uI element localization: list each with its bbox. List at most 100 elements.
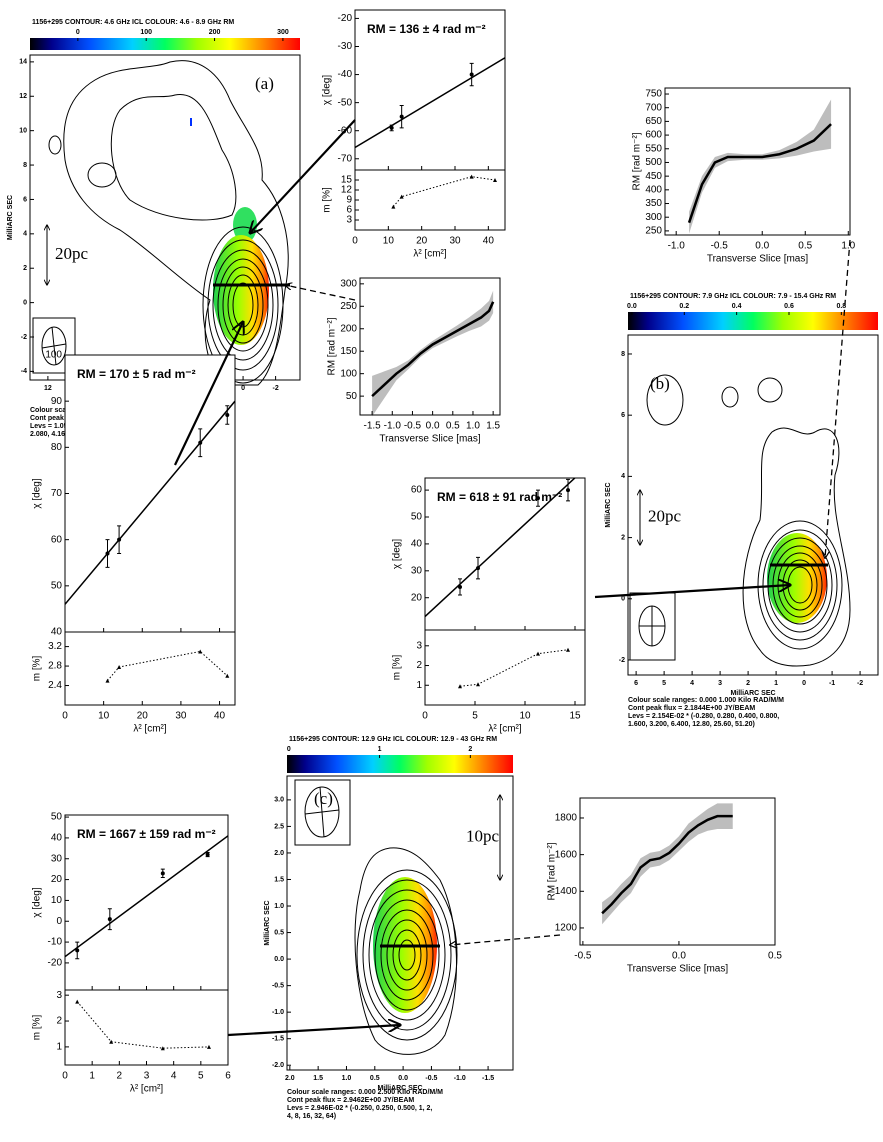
plot-frame bbox=[424, 629, 586, 706]
y-tick-label: 0 bbox=[56, 916, 62, 927]
x-tick-label: -2 bbox=[857, 680, 863, 687]
y-axis-label: m [%] bbox=[322, 187, 333, 213]
y-tick-label: 200 bbox=[340, 323, 357, 334]
y-axis-label: MilliARC SEC bbox=[264, 900, 271, 945]
y-tick-label: -0.5 bbox=[272, 982, 284, 989]
data-point bbox=[107, 917, 112, 922]
y-tick-label: 30 bbox=[51, 853, 63, 864]
plot-frame bbox=[664, 87, 851, 236]
rm-profile bbox=[687, 123, 832, 224]
y-tick-label: 70 bbox=[51, 488, 63, 499]
x-axis-label: Transverse Slice [mas] bbox=[627, 964, 729, 975]
colorbar-tick-label: 0 bbox=[287, 746, 291, 753]
caption-line: Levs = 2.946E-02 * (-0.250, 0.250, 0.500… bbox=[287, 1105, 432, 1112]
rm-profile bbox=[601, 814, 733, 915]
x-tick-label: 5 bbox=[472, 711, 478, 722]
y-axis-label: RM [rad m⁻²] bbox=[327, 317, 338, 375]
data-point bbox=[225, 413, 230, 418]
colorbar-tick-label: 0.4 bbox=[732, 303, 742, 310]
pointer-arrow bbox=[825, 239, 851, 558]
x-tick-label: 0.0 bbox=[426, 421, 440, 432]
data-point bbox=[105, 678, 110, 683]
contour bbox=[721, 386, 739, 408]
y-tick-label: 50 bbox=[346, 391, 358, 402]
y-tick-label: 500 bbox=[645, 157, 662, 168]
plot-bg bbox=[65, 990, 228, 1065]
y-tick-label: 0 bbox=[621, 596, 625, 603]
y-tick-label: -70 bbox=[338, 153, 353, 164]
y-tick-label: 12 bbox=[341, 185, 353, 196]
y-tick-label: 1200 bbox=[555, 923, 578, 934]
y-tick-label: 1600 bbox=[555, 849, 578, 860]
pointer-arrow bbox=[594, 585, 790, 599]
contour bbox=[63, 60, 289, 386]
caption-line: Levs = 2.154E-02 * (-0.280, 0.280, 0.400… bbox=[628, 713, 779, 720]
contour bbox=[646, 374, 684, 426]
data-point bbox=[458, 584, 462, 589]
x-tick-label: 10 bbox=[519, 711, 531, 722]
x-axis-label: λ² [cm²] bbox=[130, 1084, 164, 1095]
x-tick-label: -2 bbox=[272, 385, 278, 392]
contour bbox=[362, 879, 452, 1031]
contour bbox=[202, 226, 284, 384]
y-tick-label: 300 bbox=[340, 278, 357, 289]
data-point bbox=[225, 673, 230, 678]
y-tick-label: 100 bbox=[340, 368, 357, 379]
x-tick-label: 2.0 bbox=[285, 1075, 295, 1082]
contour bbox=[87, 162, 117, 188]
y-tick-label: 1400 bbox=[555, 886, 578, 897]
y-tick-label: 90 bbox=[51, 396, 63, 407]
x-tick-label: 3 bbox=[718, 680, 722, 687]
y-tick-label: 2 bbox=[56, 1016, 62, 1027]
plot-frame bbox=[359, 277, 501, 416]
plot-frame bbox=[286, 775, 514, 1071]
beam-axes bbox=[639, 606, 665, 646]
y-tick-label: -4 bbox=[21, 368, 27, 375]
y-tick-label: 40 bbox=[411, 539, 423, 550]
y-tick-label: 250 bbox=[340, 301, 357, 312]
y-tick-label: 15 bbox=[341, 175, 353, 186]
y-axis-label: m [%] bbox=[32, 1015, 43, 1041]
plot-bg bbox=[355, 170, 505, 230]
y-axis-label: m [%] bbox=[392, 655, 403, 681]
x-tick-label: 1.0 bbox=[466, 421, 480, 432]
y-tick-label: 1 bbox=[416, 680, 422, 691]
y-axis-label: χ [deg] bbox=[32, 478, 43, 508]
y-tick-label: 10 bbox=[51, 895, 63, 906]
scale-label: 20pc bbox=[648, 506, 682, 525]
y-axis-label: χ [deg] bbox=[322, 75, 333, 105]
y-tick-label: 40 bbox=[51, 833, 63, 844]
colorbar-tick-label: 0.2 bbox=[679, 303, 689, 310]
y-tick-label: 550 bbox=[645, 143, 662, 154]
x-tick-label: 0 bbox=[352, 236, 358, 247]
y-tick-label: 3 bbox=[56, 990, 62, 1001]
fit-line bbox=[65, 835, 228, 958]
colorbar-tick-label: 0.0 bbox=[627, 303, 637, 310]
y-tick-label: -30 bbox=[338, 41, 353, 52]
y-tick-label: 3 bbox=[346, 215, 352, 226]
y-tick-label: 4 bbox=[23, 231, 27, 238]
y-tick-label: 150 bbox=[340, 346, 357, 357]
data-point bbox=[476, 682, 480, 687]
contour bbox=[762, 529, 838, 641]
y-tick-label: 0.0 bbox=[274, 956, 284, 963]
fit-line bbox=[355, 57, 505, 149]
contour bbox=[380, 909, 434, 1001]
y-tick-label: -50 bbox=[338, 97, 353, 108]
pointer-arrow bbox=[250, 119, 356, 233]
y-tick-label: 1.0 bbox=[274, 903, 284, 910]
fit-title: RM = 618 ± 91 rad m⁻² bbox=[437, 490, 562, 504]
data-point bbox=[476, 566, 480, 571]
x-tick-label: 1 bbox=[89, 1071, 95, 1082]
y-tick-label: 0.5 bbox=[274, 929, 284, 936]
y-tick-label: 2 bbox=[621, 534, 625, 541]
data-point bbox=[399, 114, 404, 119]
y-tick-label: 100 bbox=[45, 350, 62, 361]
fit-line bbox=[65, 400, 235, 605]
x-tick-label: 1.5 bbox=[486, 421, 500, 432]
y-tick-label: 12 bbox=[19, 93, 27, 100]
data-point bbox=[205, 852, 210, 857]
y-tick-label: 9 bbox=[346, 195, 352, 206]
data-point bbox=[160, 871, 165, 876]
